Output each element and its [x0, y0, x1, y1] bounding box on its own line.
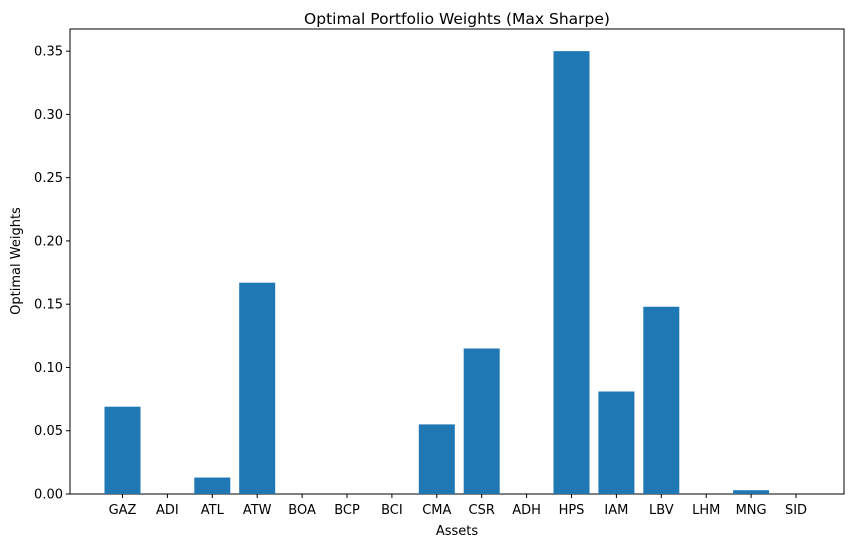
y-tick-label: 0.15 — [34, 298, 63, 313]
x-axis-label: Assets — [436, 524, 479, 539]
y-tick-label: 0.35 — [34, 45, 63, 60]
bar-series — [104, 51, 770, 495]
x-tick-label-atw: ATW — [243, 503, 272, 518]
bar-atl — [194, 477, 231, 494]
y-tick-label: 0.00 — [34, 488, 63, 503]
y-tick-label: 0.30 — [34, 108, 63, 123]
x-tick-label-sid: SID — [785, 503, 807, 518]
x-tick-label-cma: CMA — [422, 503, 451, 518]
x-tick-label-bci: BCI — [381, 503, 403, 518]
plot-area — [69, 28, 845, 495]
bar-gaz — [104, 406, 141, 494]
chart-title: Optimal Portfolio Weights (Max Sharpe) — [304, 10, 610, 28]
x-tick-label-csr: CSR — [469, 503, 495, 518]
x-tick-label-bcp: BCP — [334, 503, 360, 518]
x-tick-label-boa: BOA — [288, 503, 316, 518]
x-tick-label-hps: HPS — [559, 503, 585, 518]
bar-atw — [239, 282, 276, 494]
y-axis: 0.00 0.05 0.10 0.15 0.20 0.25 0.30 0.35 — [34, 45, 70, 503]
x-tick-label-lhm: LHM — [692, 503, 720, 518]
x-tick-label-adi: ADI — [156, 503, 179, 518]
x-tick-label-adh: ADH — [512, 503, 541, 518]
x-tick-label-mng: MNG — [736, 503, 767, 518]
y-tick-label: 0.05 — [34, 424, 63, 439]
y-axis-label: Optimal Weights — [9, 207, 24, 315]
bar-csr — [463, 348, 500, 494]
y-tick-label: 0.10 — [34, 361, 63, 376]
y-tick-label: 0.20 — [34, 234, 63, 249]
bar-mng — [733, 490, 770, 494]
x-axis: GAZ ADI ATL ATW BOA BCP BCI CMA CSR ADH HPS IAM LBV L… — [109, 494, 807, 518]
x-tick-label-atl: ATL — [201, 503, 225, 518]
bar-lbv — [643, 306, 680, 494]
bar-hps — [553, 51, 590, 495]
bar-cma — [418, 424, 455, 494]
x-tick-label-iam: IAM — [604, 503, 628, 518]
x-tick-label-lbv: LBV — [649, 503, 674, 518]
bar-iam — [598, 391, 635, 494]
x-tick-label-gaz: GAZ — [109, 503, 137, 518]
y-tick-label: 0.25 — [34, 171, 63, 186]
